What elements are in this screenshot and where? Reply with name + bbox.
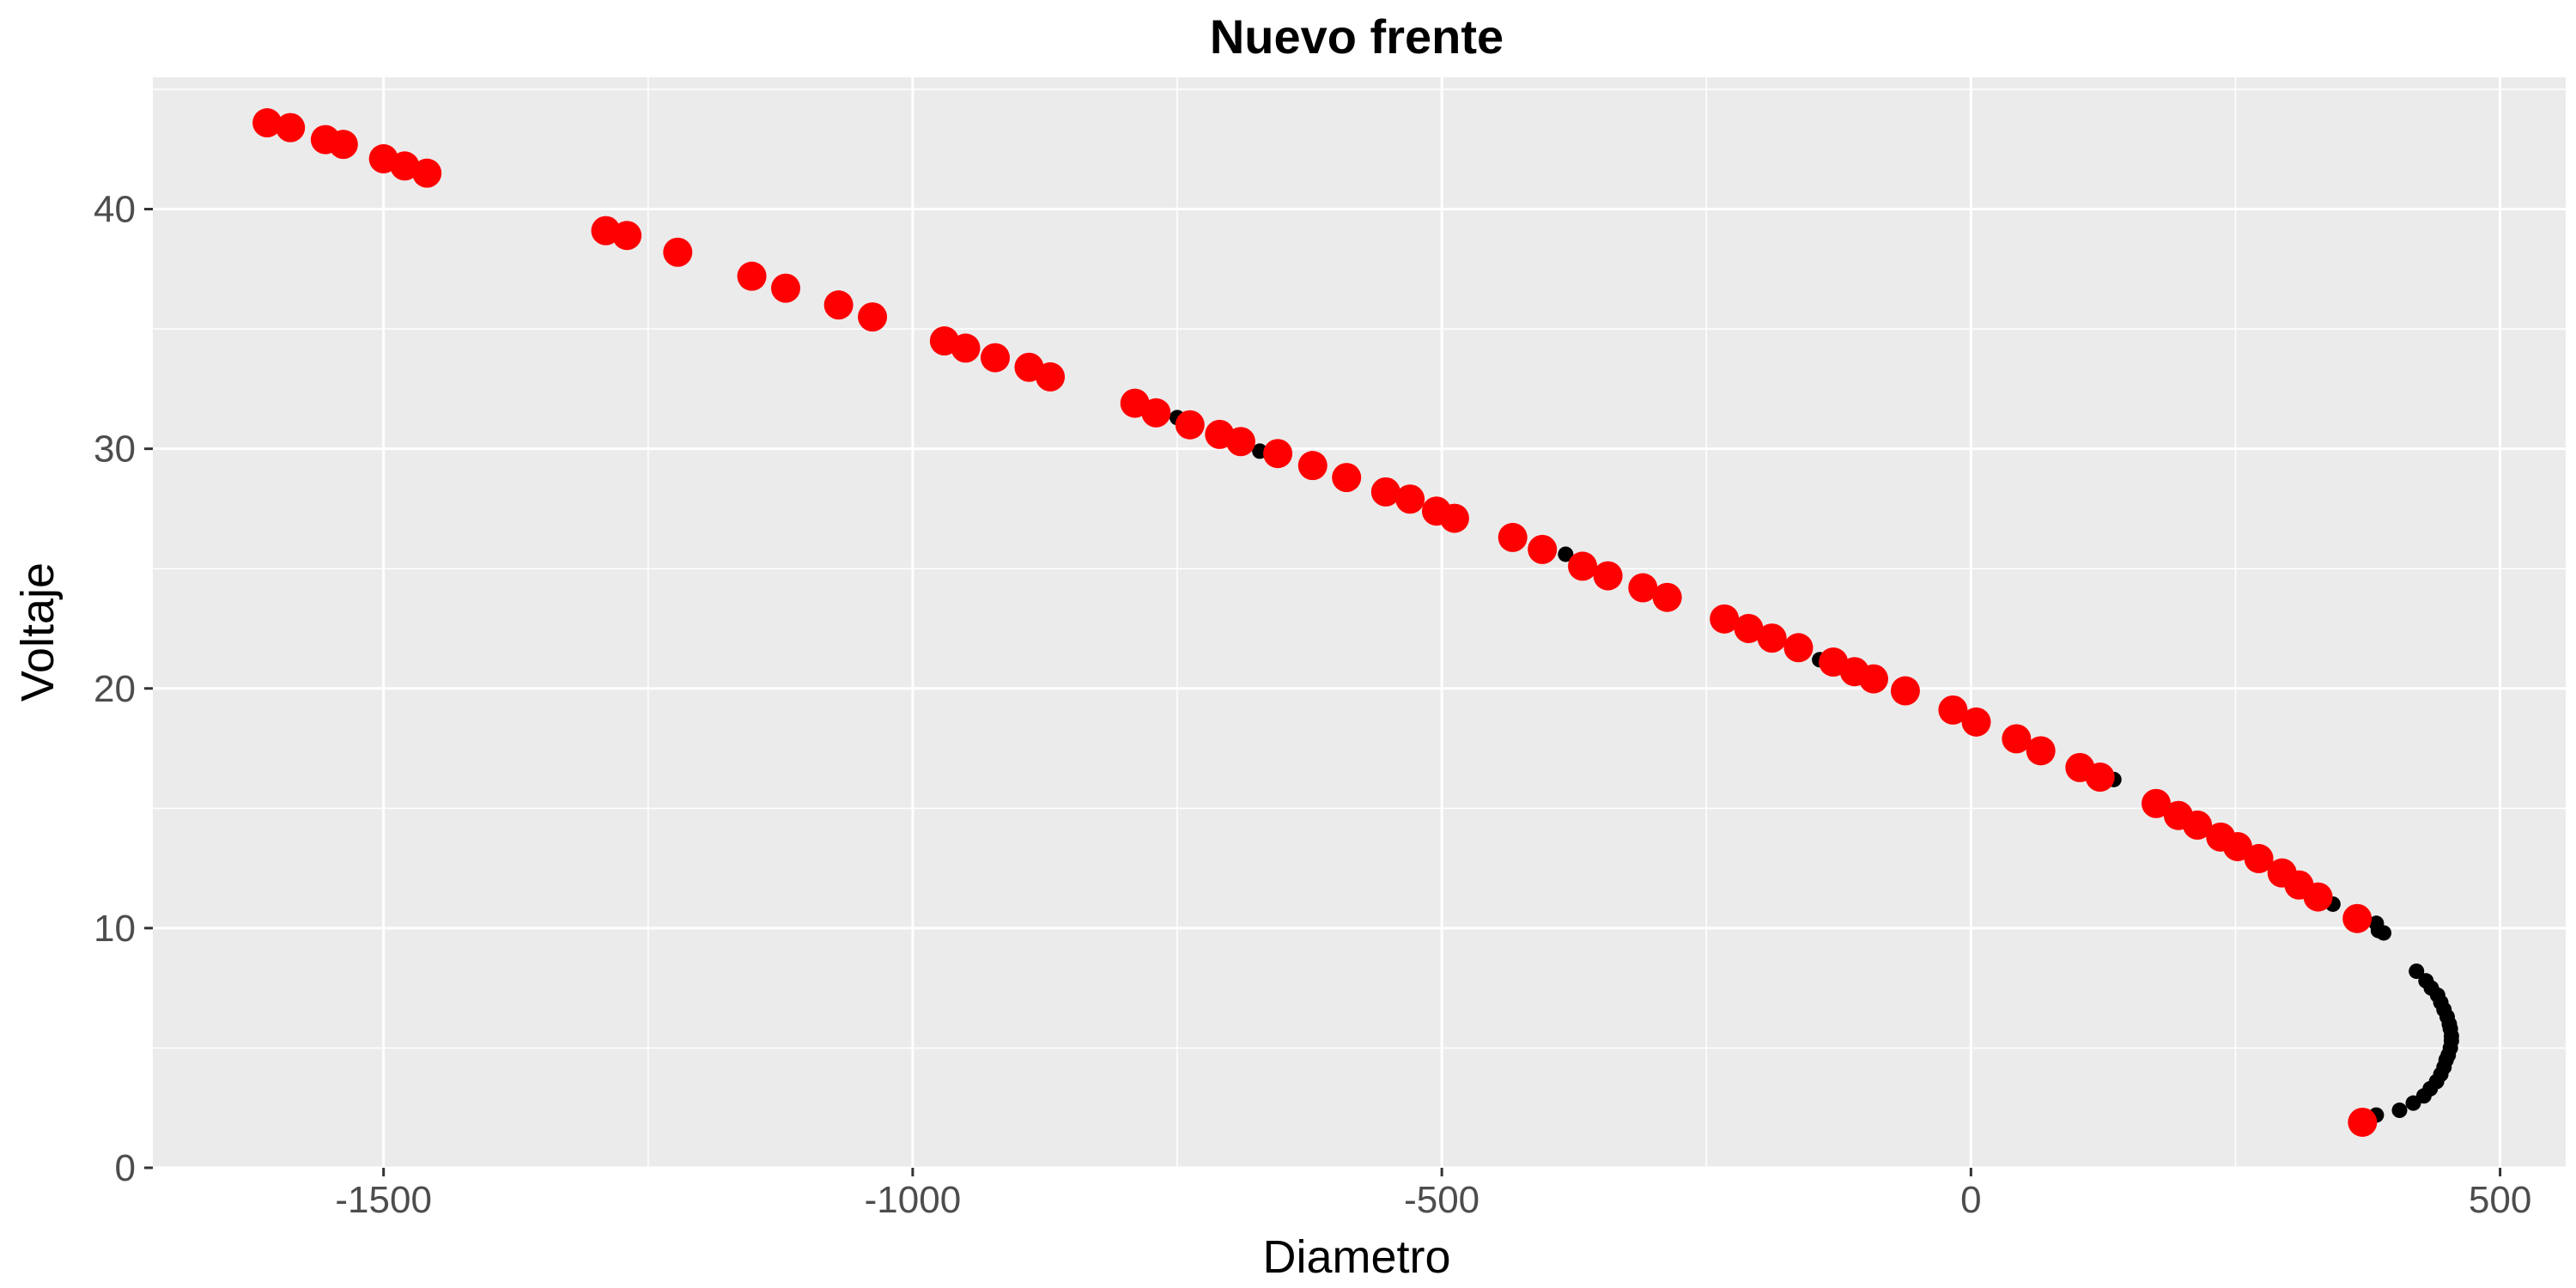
y-tick-label: 10 xyxy=(94,908,136,950)
red-data-point xyxy=(1332,463,1362,493)
black-data-point xyxy=(2409,963,2425,980)
y-tick-label: 40 xyxy=(94,189,136,231)
y-axis-ticks: 0 10 20 30 40 xyxy=(94,189,153,1189)
red-data-point xyxy=(663,237,693,267)
red-data-point xyxy=(951,333,981,363)
red-data-point xyxy=(1395,484,1425,514)
x-axis-title: Diametro xyxy=(1262,1231,1450,1283)
x-tick-label: 0 xyxy=(1960,1179,1981,1221)
y-tick-label: 30 xyxy=(94,428,136,471)
data-points xyxy=(252,108,2459,1137)
y-tick-label: 20 xyxy=(94,668,136,710)
red-data-point xyxy=(328,130,358,160)
red-data-point xyxy=(1858,664,1888,694)
red-data-point xyxy=(1528,534,1558,564)
red-data-point xyxy=(2085,762,2115,793)
red-data-point xyxy=(2348,1107,2378,1137)
black-data-point xyxy=(1558,546,1574,562)
y-axis-title: Voltaje xyxy=(12,562,64,702)
x-tick-label: 500 xyxy=(2469,1179,2531,1221)
red-data-point xyxy=(823,290,854,320)
red-data-point xyxy=(1628,573,1658,603)
red-data-point xyxy=(1036,361,1066,392)
red-data-point xyxy=(858,302,888,332)
red-data-point xyxy=(276,112,306,143)
x-tick-label: -1000 xyxy=(865,1179,962,1221)
red-data-point xyxy=(1439,503,1469,533)
red-data-point xyxy=(1263,439,1293,469)
red-data-point xyxy=(1710,604,1740,634)
black-data-point xyxy=(2443,1028,2459,1044)
red-data-point xyxy=(1175,410,1205,440)
red-data-point xyxy=(2002,724,2032,754)
x-tick-label: -500 xyxy=(1404,1179,1479,1221)
red-data-point xyxy=(981,343,1011,373)
red-data-point xyxy=(2244,843,2274,873)
red-data-point xyxy=(1890,676,1920,706)
red-data-point xyxy=(612,221,642,251)
x-tick-label: -1500 xyxy=(335,1179,432,1221)
red-data-point xyxy=(2303,882,2333,912)
x-axis-ticks: -1500 -1000 -500 0 500 xyxy=(335,1168,2531,1221)
red-data-point xyxy=(1734,613,1764,643)
red-data-point xyxy=(771,273,801,303)
plot-panel xyxy=(153,77,2566,1168)
red-data-point xyxy=(1593,561,1623,591)
red-data-point xyxy=(2222,831,2252,861)
red-data-point xyxy=(390,151,420,181)
red-data-point xyxy=(412,158,442,188)
major-gridlines xyxy=(153,77,2566,1170)
red-data-point xyxy=(1225,427,1255,457)
red-data-point xyxy=(1568,551,1598,581)
y-tick-label: 0 xyxy=(115,1147,136,1189)
red-data-point xyxy=(2183,810,2213,840)
black-data-point xyxy=(2391,1103,2408,1119)
red-data-point xyxy=(737,261,767,291)
red-data-point xyxy=(1652,582,1682,612)
red-data-point xyxy=(2142,788,2172,818)
red-data-point xyxy=(252,108,283,138)
chart-title: Nuevo frente xyxy=(1210,9,1504,64)
red-data-point xyxy=(1297,451,1327,481)
red-data-point xyxy=(1757,623,1787,653)
minor-gridlines xyxy=(153,77,2566,1168)
black-data-point xyxy=(2376,925,2392,941)
red-data-point xyxy=(2026,736,2056,766)
red-data-point xyxy=(1370,477,1400,507)
red-data-point xyxy=(1961,707,1991,737)
red-data-point xyxy=(1938,695,1968,725)
red-data-point xyxy=(2342,903,2372,933)
red-data-point xyxy=(1498,522,1528,552)
red-data-point xyxy=(1141,398,1171,428)
red-data-point xyxy=(1783,633,1814,663)
